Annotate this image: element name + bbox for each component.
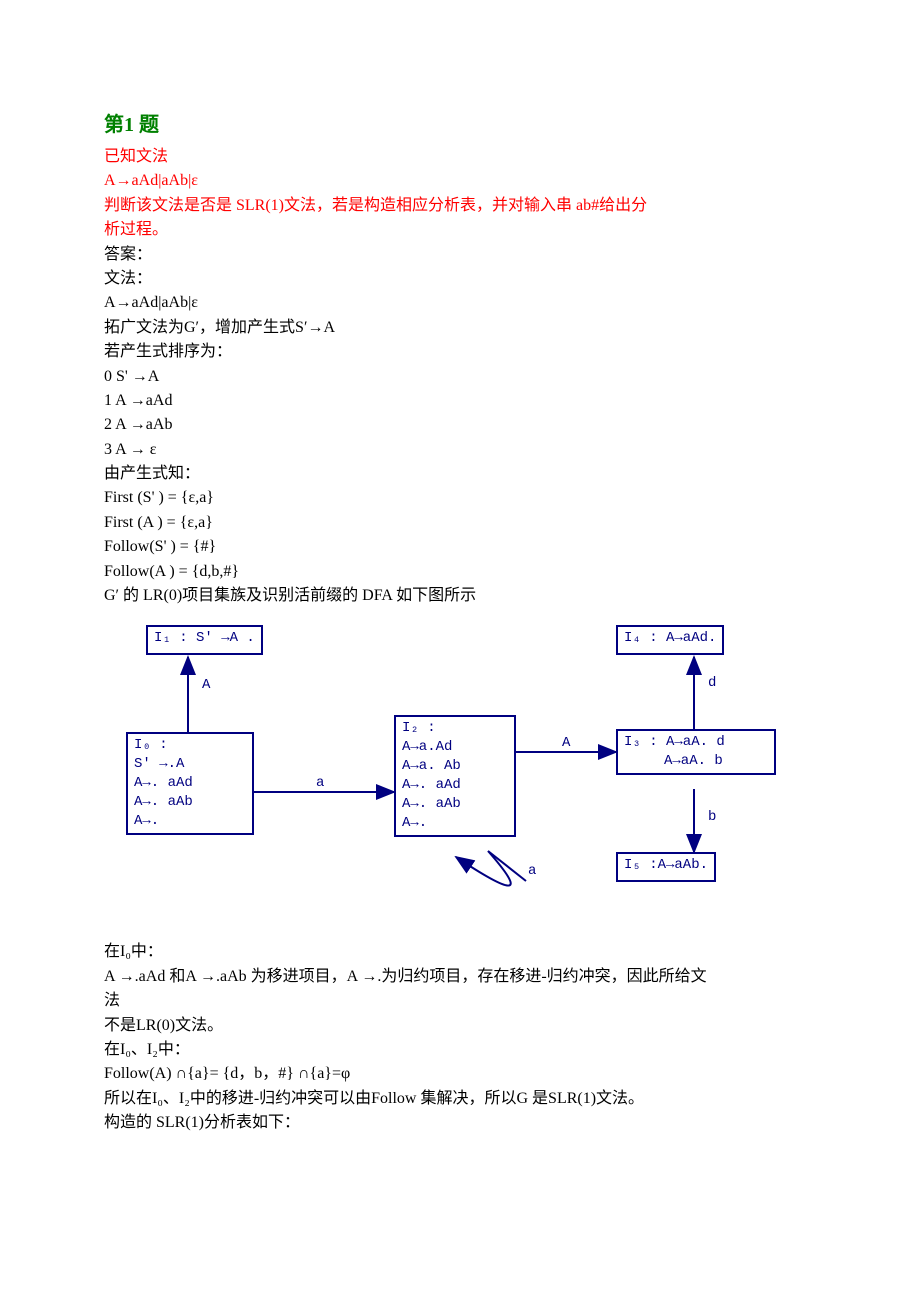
state-i0-l3: A→. aAb — [134, 793, 246, 812]
question-title: 第1 题 — [104, 110, 816, 140]
ans-l10: 由产生式知： — [104, 463, 816, 485]
edge-label-d-34: d — [708, 673, 716, 694]
state-i3: I₃ : A→aA. d A→aA. b — [616, 729, 776, 775]
state-i0: I₀ : S′ →.A A→. aAd A→. aAb A→. — [126, 732, 254, 834]
state-i5-text: I₅ :A→aAb. — [624, 857, 708, 873]
ans-l12: First (A ) = {ε,a} — [104, 512, 816, 534]
state-i4-text: I₄ : A→aAd. — [624, 630, 716, 646]
aft-l5: 在I₀、I₂中： — [104, 1039, 816, 1061]
aft-l2: A →.aAd 和A →.aAb 为移进项目，A →.为归约项目，存在移进-归约… — [104, 966, 816, 988]
aft-l7: 所以在I₀、I₂中的移进-归约冲突可以由Follow 集解决，所以G 是SLR(… — [104, 1088, 816, 1110]
problem-l1: 已知文法 — [104, 146, 816, 168]
aft-l4: 不是LR(0)文法。 — [104, 1015, 816, 1037]
ans-l2: 文法： — [104, 268, 816, 290]
state-i0-l1: S′ →.A — [134, 755, 246, 774]
state-i0-l2: A→. aAd — [134, 774, 246, 793]
ans-l6: 0 S' →A — [104, 366, 816, 388]
edge-label-A-01: A — [202, 675, 210, 696]
state-i4: I₄ : A→aAd. — [616, 625, 724, 655]
edge-label-A-23: A — [562, 733, 570, 754]
state-i2-l5: A→. — [402, 814, 508, 833]
state-i0-l4: A→. — [134, 812, 246, 831]
state-i0-h: I₀ : — [134, 736, 246, 755]
aft-l6: Follow(A) ∩{a}= {d，b，#} ∩{a}=φ — [104, 1063, 816, 1085]
ans-l7: 1 A →aAd — [104, 390, 816, 412]
problem-statement: 已知文法 A→aAd|aAb|ε 判断该文法是否是 SLR(1)文法，若是构造相… — [104, 146, 816, 242]
dfa-diagram: I₁ : S′ →A . I₀ : S′ →.A A→. aAd A→. aAb… — [126, 617, 840, 927]
state-i1-text: I₁ : S′ →A . — [154, 630, 255, 646]
ans-l15: G′ 的 LR(0)项目集族及识别活前缀的 DFA 如下图所示 — [104, 585, 816, 607]
edge-label-a-02: a — [316, 773, 324, 794]
aft-l3: 法 — [104, 990, 816, 1012]
ans-l11: First (S' ) = {ε,a} — [104, 487, 816, 509]
aft-l1: 在I₀中： — [104, 941, 816, 963]
problem-l4: 析过程。 — [104, 219, 816, 241]
ans-l9: 3 A → ε — [104, 439, 816, 461]
state-i2-h: I₂ : — [402, 719, 508, 738]
ans-l14: Follow(A ) = {d,b,#} — [104, 561, 816, 583]
state-i1: I₁ : S′ →A . — [146, 625, 263, 655]
ans-l13: Follow(S' ) = {#} — [104, 536, 816, 558]
answer-block: 答案： 文法： A→aAd|aAb|ε 拓广文法为G′，增加产生式S′→A 若产… — [104, 244, 816, 608]
state-i2-l3: A→. aAd — [402, 776, 508, 795]
state-i3-l1: I₃ : A→aA. d — [624, 733, 768, 752]
state-i2: I₂ : A→a.Ad A→a. Ab A→. aAd A→. aAb A→. — [394, 715, 516, 836]
after-diagram-block: 在I₀中： A →.aAd 和A →.aAb 为移进项目，A →.为归约项目，存… — [104, 941, 816, 1134]
state-i3-l2: A→aA. b — [624, 752, 768, 771]
ans-l8: 2 A →aAb — [104, 414, 816, 436]
ans-l4: 拓广文法为G′，增加产生式S′→A — [104, 317, 816, 339]
state-i2-l1: A→a.Ad — [402, 738, 508, 757]
aft-l8: 构造的 SLR(1)分析表如下： — [104, 1112, 816, 1134]
problem-l2: A→aAd|aAb|ε — [104, 170, 816, 192]
ans-l5: 若产生式排序为： — [104, 341, 816, 363]
edge-label-a-22: a — [528, 861, 536, 882]
ans-l3: A→aAd|aAb|ε — [104, 292, 816, 314]
state-i5: I₅ :A→aAb. — [616, 852, 716, 882]
edge-label-b-35: b — [708, 807, 716, 828]
state-i2-l4: A→. aAb — [402, 795, 508, 814]
state-i2-l2: A→a. Ab — [402, 757, 508, 776]
problem-l3: 判断该文法是否是 SLR(1)文法，若是构造相应分析表，并对输入串 ab#给出分 — [104, 195, 816, 217]
ans-l1: 答案： — [104, 244, 816, 266]
